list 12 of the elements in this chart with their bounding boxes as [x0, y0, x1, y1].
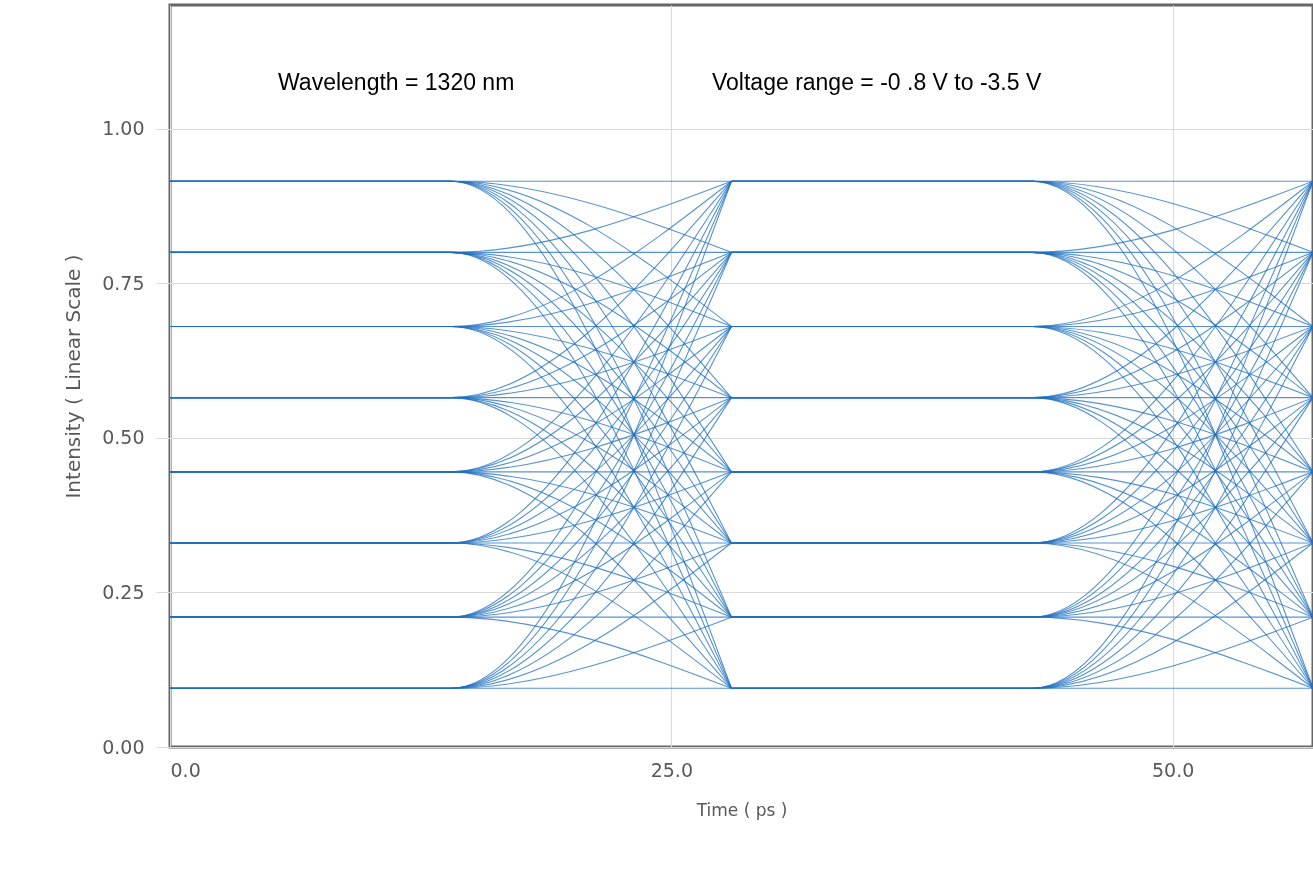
- annotation: Voltage range = -0 .8 V to -3.5 V: [712, 69, 1042, 95]
- x-tick-label: 25.0: [650, 758, 693, 781]
- x-tick-label: 50.0: [1151, 758, 1195, 781]
- y-tick-label: 1.00: [102, 117, 145, 140]
- x-tick-label: 0.0: [170, 758, 201, 781]
- y-tick-label: 0.50: [102, 426, 145, 449]
- annotation: Wavelength = 1320 nm: [278, 69, 515, 95]
- y-tick-label: 0.75: [102, 271, 145, 294]
- y-axis-title: Intensity ( Linear Scale ): [61, 254, 86, 499]
- y-tick-label: 0.00: [102, 735, 145, 758]
- x-axis-title: Time ( ps ): [695, 799, 788, 820]
- y-tick-label: 0.25: [102, 580, 145, 603]
